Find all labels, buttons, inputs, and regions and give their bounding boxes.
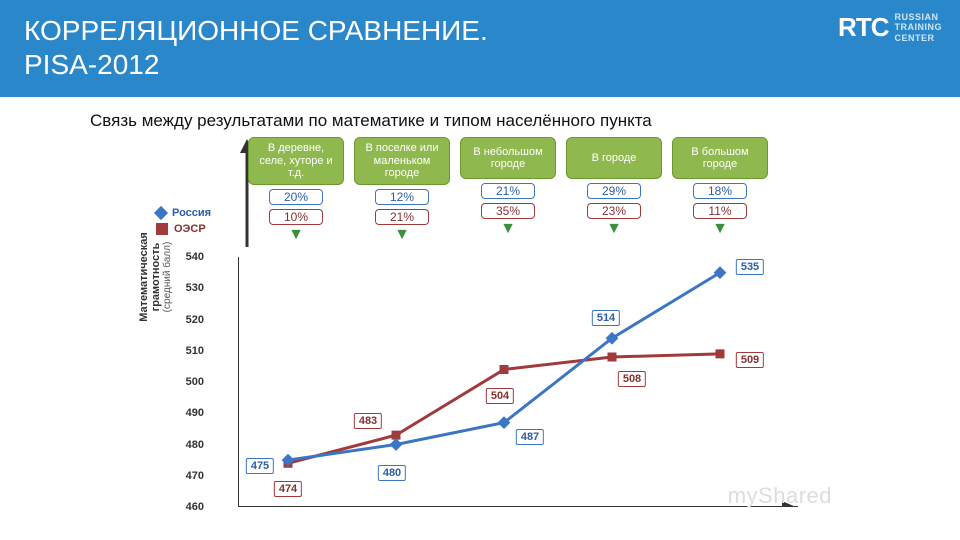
y-tick: 520 <box>186 314 204 326</box>
correlation-chart: В деревне, селе, хуторе и т.д.20%10%▼В п… <box>120 137 840 515</box>
page-title: КОРРЕЛЯЦИОННОЕ СРАВНЕНИЕ. PISA-2012 <box>24 14 936 81</box>
oecd-pct: 35% <box>481 203 535 219</box>
category-label: В деревне, селе, хуторе и т.д. <box>248 137 344 185</box>
logo-mark: RTC <box>838 12 888 43</box>
arrow-down-icon: ▼ <box>288 227 304 243</box>
value-label: 504 <box>486 388 514 404</box>
russia-pct: 18% <box>693 183 747 199</box>
oecd-pct: 10% <box>269 209 323 225</box>
title-line2: PISA-2012 <box>24 49 159 80</box>
value-label: 474 <box>274 481 302 497</box>
y-tick: 490 <box>186 407 204 419</box>
y-axis-label: Математическая грамотность (средний балл… <box>138 207 173 347</box>
header: КОРРЕЛЯЦИОННОЕ СРАВНЕНИЕ. PISA-2012 RTC … <box>0 0 960 97</box>
value-label: 483 <box>354 413 382 429</box>
subtitle: Связь между результатами по математике и… <box>90 111 960 131</box>
russia-pct: 29% <box>587 183 641 199</box>
value-label: 508 <box>618 371 646 387</box>
category-column: В небольшом городе 21% 35% ▼ <box>460 137 556 243</box>
arrow-down-icon: ▼ <box>500 221 516 237</box>
y-tick: 480 <box>186 439 204 451</box>
category-column: В поселке или маленьком городе 12% 21% ▼ <box>354 137 450 243</box>
value-label: 514 <box>592 310 620 326</box>
category-column: В городе 29% 23% ▼ <box>566 137 662 243</box>
value-label: 535 <box>736 259 764 275</box>
value-label: 487 <box>516 429 544 445</box>
logo-text: RUSSIAN TRAINING CENTER <box>895 12 943 43</box>
oecd-pct: 23% <box>587 203 641 219</box>
y-tick: 540 <box>186 251 204 263</box>
value-label: 475 <box>246 458 274 474</box>
y-tick: 500 <box>186 376 204 388</box>
plot-area: 474 483 504 508 509 475 480 487 514 535 <box>238 257 798 507</box>
category-label: В небольшом городе <box>460 137 556 179</box>
category-label: В поселке или маленьком городе <box>354 137 450 185</box>
watermark: myShared <box>728 483 832 509</box>
category-header-row: В деревне, селе, хуторе и т.д.20%10%▼В п… <box>248 137 768 243</box>
title-line1: КОРРЕЛЯЦИОННОЕ СРАВНЕНИЕ. <box>24 15 488 46</box>
oecd-pct: 11% <box>693 203 747 219</box>
value-label: 480 <box>378 465 406 481</box>
category-column: В большом городе 18% 11% ▼ <box>672 137 768 243</box>
category-label: В городе <box>566 137 662 179</box>
arrow-down-icon: ▼ <box>394 227 410 243</box>
russia-pct: 20% <box>269 189 323 205</box>
y-tick: 530 <box>186 282 204 294</box>
value-label: 509 <box>736 352 764 368</box>
y-tick: 460 <box>186 501 204 513</box>
arrow-down-icon: ▼ <box>606 221 622 237</box>
russia-pct: 21% <box>481 183 535 199</box>
logo: RTC RUSSIAN TRAINING CENTER <box>838 12 942 43</box>
category-column: В деревне, селе, хуторе и т.д. 20% 10% ▼ <box>248 137 344 243</box>
y-tick: 510 <box>186 345 204 357</box>
arrow-down-icon: ▼ <box>712 221 728 237</box>
oecd-pct: 21% <box>375 209 429 225</box>
russia-pct: 12% <box>375 189 429 205</box>
category-label: В большом городе <box>672 137 768 179</box>
y-tick: 470 <box>186 470 204 482</box>
